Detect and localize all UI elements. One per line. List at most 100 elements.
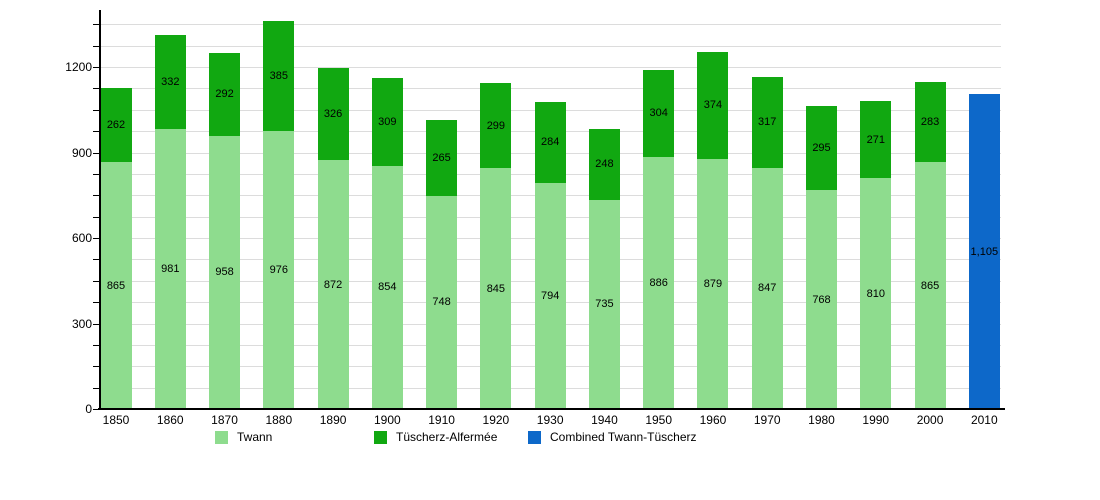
x-axis-tick-label: 1950 — [645, 413, 673, 427]
y-axis-tick — [93, 195, 100, 197]
bar-1860: 981 332 — [154, 34, 186, 409]
bar-segment-twann: 865 — [914, 162, 946, 409]
y-axis-tick — [93, 216, 100, 218]
bar-segment-twann: 886 — [643, 156, 675, 409]
x-axis-line — [98, 408, 1005, 410]
bar-segment-twann: 735 — [588, 199, 620, 409]
legend-item-t-scherz-alferm-e: Tüscherz-Alfermée — [374, 430, 497, 444]
plot-area: 865 262 981 332 958 292 976 385 872 326 854 309 748 2… — [100, 10, 1001, 409]
x-axis-tick-label: 1980 — [808, 413, 835, 427]
y-axis-tick-label: 0 — [85, 402, 92, 416]
gridline — [100, 24, 1001, 26]
y-axis-tick-label: 1200 — [65, 60, 92, 74]
bar-segment-t-scherz-alferm-e: 284 — [534, 101, 566, 183]
bar-1960: 879 374 — [697, 51, 729, 409]
bar-segment-twann: 810 — [860, 178, 892, 409]
y-axis-tick — [93, 280, 100, 282]
legend-item-twann: Twann — [215, 430, 272, 444]
bar-value-label: 292 — [215, 88, 234, 101]
bar-value-label: 735 — [595, 298, 614, 311]
bar-value-label: 872 — [323, 278, 343, 291]
legend-label: Tüscherz-Alfermée — [396, 430, 498, 444]
y-axis-line — [99, 10, 101, 410]
y-axis-tick — [93, 24, 100, 26]
legend-label: Combined Twann-Tüscherz — [550, 430, 697, 444]
x-axis-tick-label: 1850 — [102, 413, 130, 427]
bar-value-label: 304 — [649, 107, 668, 120]
bar-value-label: 309 — [378, 115, 397, 128]
y-axis-tick — [93, 131, 100, 133]
y-axis-tick — [93, 88, 100, 90]
bar-segment-twann: 981 — [154, 129, 186, 409]
bar-value-label: 284 — [540, 136, 560, 149]
bar-value-label: 865 — [920, 279, 940, 292]
gridline — [100, 45, 1001, 47]
y-axis-tick — [93, 238, 100, 239]
y-axis-tick-label: 900 — [71, 145, 92, 160]
bar-segment-twann: 958 — [209, 135, 241, 409]
y-axis-tick-label: 600 — [71, 231, 92, 245]
bar-segment-twann: 748 — [426, 195, 458, 409]
bar-value-label: 865 — [106, 279, 126, 292]
bar-1970: 847 317 — [751, 77, 783, 409]
bar-value-label: 1,105 — [970, 245, 999, 258]
y-axis-tick — [93, 366, 100, 368]
bar-value-label: 810 — [866, 287, 885, 300]
bar-1920: 845 299 — [480, 82, 512, 409]
x-axis-tick-label: 1990 — [862, 413, 890, 427]
y-axis-tick — [93, 45, 100, 47]
bar-segment-t-scherz-alferm-e: 295 — [806, 106, 837, 191]
bar-value-label: 854 — [378, 281, 397, 294]
bar-value-label: 794 — [540, 289, 560, 302]
y-axis-tick — [93, 259, 100, 261]
bar-segment-t-scherz-alferm-e: 299 — [480, 82, 512, 169]
bar-value-label: 317 — [758, 116, 777, 129]
bar-2010: 1,105 — [968, 94, 1000, 409]
bar-value-label: 248 — [595, 158, 614, 171]
bar-1930: 794 284 — [534, 101, 566, 409]
bar-value-label: 332 — [161, 76, 180, 89]
bar-segment-t-scherz-alferm-e: 283 — [914, 81, 946, 163]
bar-segment-t-scherz-alferm-e: 271 — [860, 100, 892, 179]
bar-segment-twann: 845 — [480, 168, 512, 409]
gridline — [100, 67, 1001, 68]
bar-value-label: 958 — [215, 266, 234, 279]
bar-value-label: 271 — [866, 133, 885, 146]
bar-value-label: 768 — [812, 293, 831, 306]
y-axis-tick — [93, 387, 100, 389]
x-axis-tick-label: 1920 — [482, 413, 510, 427]
bar-segment-t-scherz-alferm-e: 332 — [154, 34, 186, 130]
x-axis-tick-label: 2010 — [970, 413, 998, 427]
y-axis-tick — [93, 109, 100, 111]
gridline — [100, 88, 1001, 90]
bar-value-label: 374 — [703, 99, 723, 112]
bar-segment-twann: 794 — [534, 182, 566, 409]
x-axis-tick-label: 1930 — [536, 413, 564, 427]
x-axis-tick-label: 1890 — [319, 413, 347, 427]
x-axis-tick-label: 1900 — [373, 413, 401, 427]
bar-1850: 865 262 — [100, 87, 132, 409]
x-axis-tick-label: 2000 — [916, 413, 944, 427]
bar-segment-twann: 847 — [751, 167, 783, 409]
y-axis-tick — [93, 67, 100, 68]
bar-segment-t-scherz-alferm-e: 385 — [263, 21, 295, 131]
x-axis-tick-label: 1880 — [265, 413, 293, 427]
bar-value-label: 295 — [812, 142, 831, 155]
bar-1950: 886 304 — [643, 69, 675, 409]
bar-value-label: 976 — [269, 263, 288, 276]
bar-segment-t-scherz-alferm-e: 304 — [643, 69, 675, 157]
bar-1940: 735 248 — [588, 128, 620, 409]
x-axis-tick-label: 1940 — [591, 413, 618, 427]
bar-1870: 958 292 — [209, 52, 241, 409]
x-axis-tick-label: 1910 — [428, 413, 455, 427]
bar-segment-twann: 976 — [263, 130, 295, 409]
y-axis-tick — [93, 323, 100, 325]
y-axis-tick — [93, 173, 100, 175]
bar-segment-twann: 768 — [806, 190, 837, 409]
bar-value-label: 283 — [920, 116, 940, 129]
bar-segment-t-scherz-alferm-e: 326 — [317, 67, 349, 161]
bar-1980: 768 295 — [806, 106, 837, 409]
bar-segment-t-scherz-alferm-e: 309 — [371, 77, 403, 166]
bar-value-label: 265 — [432, 152, 451, 165]
